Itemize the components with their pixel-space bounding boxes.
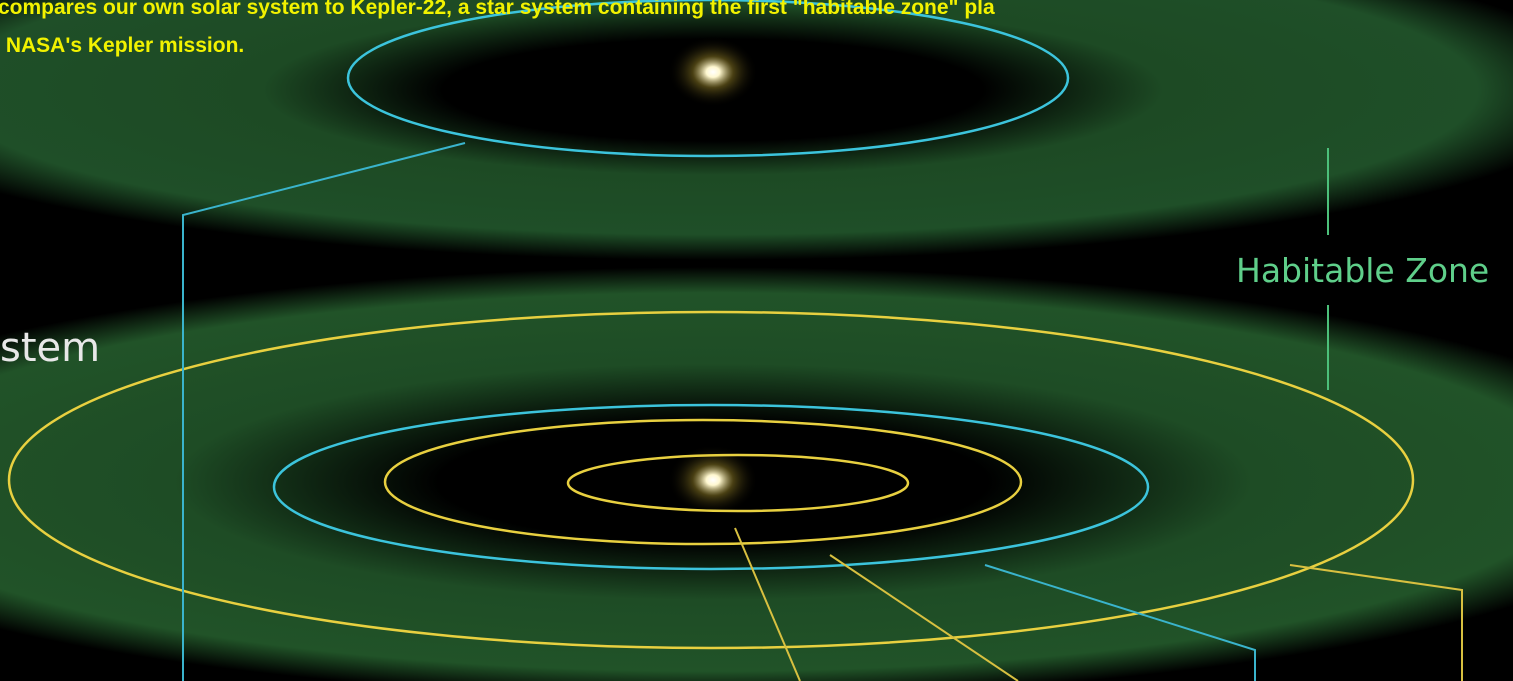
leader-line [1289, 564, 1463, 681]
leader-line [182, 142, 466, 681]
orbit [566, 453, 910, 513]
zone-label: Habitable Zone [1236, 251, 1489, 290]
orbit [383, 418, 1023, 546]
system-label: stem [0, 325, 100, 371]
orbit [272, 403, 1150, 571]
caption-line: NASA's Kepler mission. [0, 34, 244, 57]
leader-line [984, 564, 1256, 681]
orbit [346, 0, 1070, 158]
orbits [7, 0, 1415, 650]
leader-line [734, 527, 801, 681]
leader-line [829, 554, 1019, 681]
star [668, 37, 758, 107]
caption-line: compares our own solar system to Kepler-… [0, 0, 995, 19]
orbit [7, 310, 1415, 650]
habitable-zone-glow [0, 0, 1513, 260]
leader-lines [182, 142, 1463, 681]
star [668, 445, 758, 515]
